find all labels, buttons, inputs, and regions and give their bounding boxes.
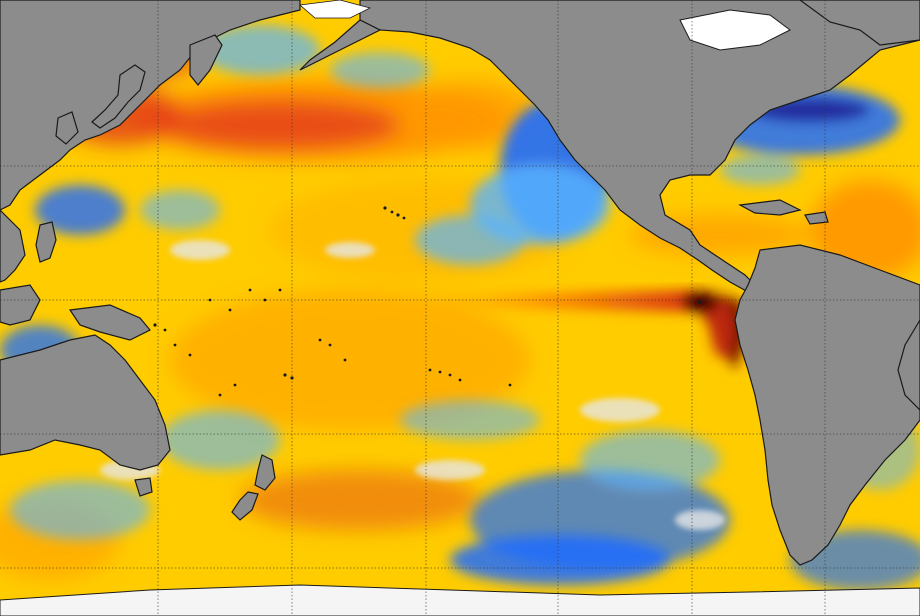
- landmass-korea: [55, 111, 79, 145]
- antarctica-ice-edge: [0, 584, 920, 616]
- landmass-philippines: [35, 221, 57, 263]
- landmass-new-zealand: [231, 454, 276, 521]
- pacific-islands: [153, 206, 703, 397]
- landmass-south-america: [734, 244, 920, 566]
- landmass-new-guinea: [68, 304, 151, 341]
- landmass-asia: [0, 0, 301, 211]
- landmass-japan: [91, 64, 146, 129]
- landmass-australia: [0, 334, 171, 471]
- arctic-ice-patch: [679, 9, 791, 51]
- landmass-tasmania: [134, 477, 153, 497]
- landmass-borneo: [0, 284, 41, 326]
- landmass-africa-edge: [897, 318, 920, 411]
- landmass-kamchatka: [189, 34, 223, 86]
- landmass-cuba: [738, 199, 802, 216]
- landmass-southeast-asia: [0, 209, 26, 283]
- landmass-hispaniola: [804, 211, 829, 225]
- arctic-ice-patch-small: [299, 0, 372, 19]
- landmass-greenland: [798, 0, 920, 46]
- landmass-alaska-peninsula: [299, 19, 382, 71]
